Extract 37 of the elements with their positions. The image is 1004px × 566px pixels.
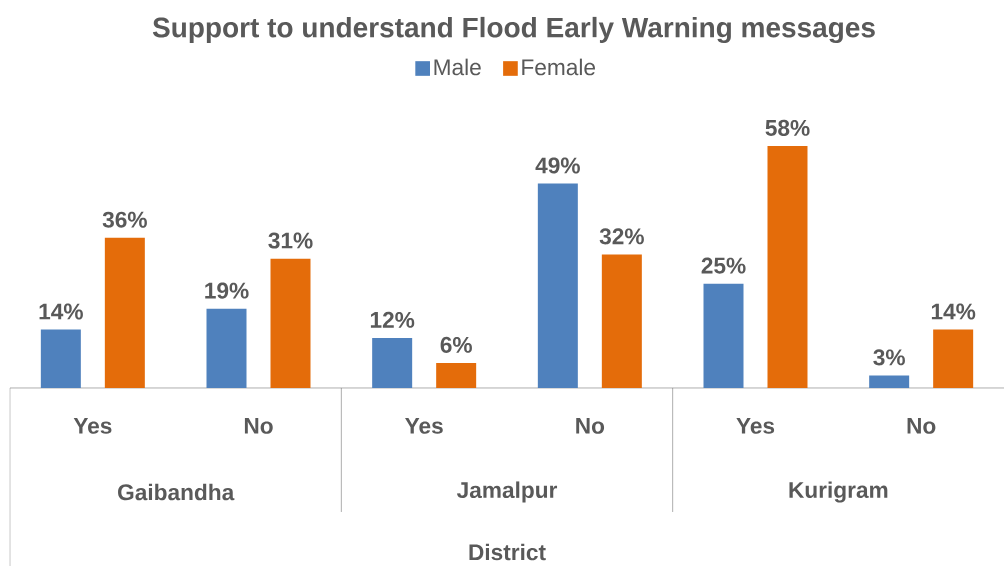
data-label: 25% xyxy=(701,257,746,274)
bar xyxy=(372,337,413,388)
bar xyxy=(270,258,311,388)
data-label: 14% xyxy=(931,303,976,320)
data-label: 36% xyxy=(102,211,147,228)
bar xyxy=(767,145,808,388)
data-label: 49% xyxy=(535,157,580,174)
data-label: 6% xyxy=(440,336,472,353)
bar xyxy=(436,362,477,388)
x-axis-title: District xyxy=(469,543,546,561)
data-label: 31% xyxy=(268,232,313,249)
legend-label: Female xyxy=(522,58,596,76)
bar xyxy=(601,254,642,388)
bar xyxy=(40,329,81,388)
x-tick-label: Yes xyxy=(736,418,775,434)
text: Kurigram xyxy=(789,481,888,503)
bar xyxy=(933,329,974,388)
bar xyxy=(206,308,247,388)
bar xyxy=(537,183,578,388)
bar xyxy=(703,283,744,388)
x-tick-label: No xyxy=(576,418,605,434)
x-tick-label: Yes xyxy=(73,418,112,434)
x-tick-label: Yes xyxy=(405,418,443,434)
data-label: 32% xyxy=(599,228,644,245)
data-label: 12% xyxy=(370,311,415,328)
text: Gaibandha xyxy=(118,483,235,501)
bar xyxy=(869,375,910,388)
data-label: 19% xyxy=(205,282,249,299)
chart-title: Support to understand Flood Early Warning messages xyxy=(152,16,875,44)
data-label: 14% xyxy=(39,303,83,320)
data-label: 58% xyxy=(765,119,810,136)
x-tick-label: No xyxy=(244,418,273,434)
data-label: 3% xyxy=(873,349,905,366)
legend-label: Male xyxy=(434,58,481,76)
text: Jamalpur xyxy=(456,481,558,503)
x-tick-label: No xyxy=(907,418,936,434)
bar xyxy=(104,237,145,388)
